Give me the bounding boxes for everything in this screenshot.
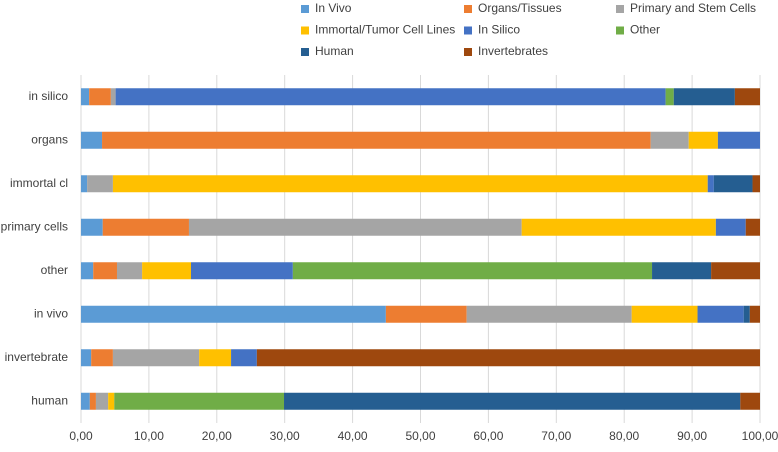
bar-segment [707,175,714,193]
y-tick-label: human [31,393,68,407]
bar-segment [650,131,689,149]
bar-segment [665,88,674,106]
y-tick-label: other [41,263,68,277]
bar-segment [95,392,109,410]
bar-segment [108,392,115,410]
bar-segment [697,305,744,323]
bar-segment [81,262,94,280]
legend-label: Organs/Tissues [478,1,562,15]
bar-segment [112,349,200,367]
legend-swatch [464,48,472,56]
bar-segment [231,349,257,367]
x-tick-label: 90,00 [677,429,707,443]
bar-segment [81,392,90,410]
legend-label: Invertebrates [478,44,548,58]
bar-segment [112,175,708,193]
bar-segment [749,305,760,323]
bar-segment [256,349,760,367]
legend-swatch [464,26,472,35]
bar-segment [715,218,746,236]
bar-segment [717,131,760,149]
bar-segment [81,131,103,149]
legend-label: Human [315,44,354,58]
x-tick-label: 50,00 [405,429,435,443]
bar-segment [89,392,96,410]
bar-segment [142,262,191,280]
bar-segment [673,88,735,106]
legend-swatch [301,26,309,35]
bar-segment [190,262,293,280]
bar-segment [713,175,753,193]
x-tick-label: 0,00 [69,429,93,443]
bar-segment [292,262,653,280]
y-tick-label: in vivo [34,306,68,320]
bar-segment [745,218,760,236]
bar-segment [199,349,232,367]
bar-segment [652,262,712,280]
legend-swatch [301,5,309,13]
x-tick-label: 10,00 [134,429,164,443]
y-tick-label: in silico [29,89,69,103]
x-tick-label: 70,00 [541,429,571,443]
legend-swatch [464,5,472,13]
bar-segment [81,349,92,367]
bar-segment [110,88,116,106]
bar-segment [385,305,467,323]
legend-label: In Vivo [315,1,352,15]
y-tick-label: invertebrate [5,350,69,364]
x-tick-label: 100,00 [742,429,778,443]
legend-label: In Silico [478,23,520,37]
bar-segment [102,218,189,236]
bar-segment [466,305,632,323]
bar-segment [688,131,718,149]
bar-segment [87,175,113,193]
bar-segment [102,131,651,149]
legend-swatch [301,48,309,56]
bar-segment [740,392,760,410]
bar-segment [114,392,285,410]
bar-segment [734,88,760,106]
legend-swatch [616,26,624,35]
bar-segment [631,305,698,323]
bar-segment [91,349,113,367]
bar-segment [81,175,88,193]
bar-segment [81,305,386,323]
x-tick-label: 80,00 [609,429,639,443]
bar-segment [116,262,143,280]
bar-segment [743,305,750,323]
x-tick-label: 60,00 [473,429,503,443]
x-tick-label: 40,00 [338,429,368,443]
x-tick-label: 30,00 [270,429,300,443]
bar-segment [89,88,111,106]
y-tick-label: primary cells [1,219,68,233]
y-tick-label: organs [31,132,68,146]
bar-segment [81,88,90,106]
bar-segment [93,262,117,280]
bar-segment [521,218,716,236]
legend-swatch [616,5,624,13]
bar-segment [284,392,741,410]
y-tick-label: immortal cl [10,176,68,190]
bar-segment [81,218,103,236]
bar-segment [752,175,760,193]
bar-segment [115,88,666,106]
bar-segment [711,262,760,280]
legend-label: Immortal/Tumor Cell Lines [315,23,455,37]
legend-label: Other [630,23,660,37]
x-tick-label: 20,00 [202,429,232,443]
legend-label: Primary and Stem Cells [630,1,756,15]
bar-segment [188,218,522,236]
